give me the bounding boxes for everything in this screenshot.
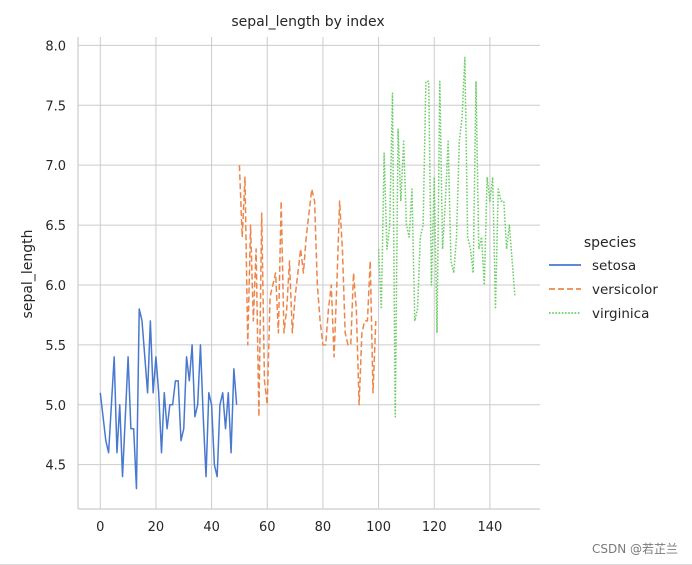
chart-title: sepal_length by index [231, 14, 384, 30]
y-tick-label: 8.0 [45, 39, 66, 54]
y-tick-label: 7.0 [45, 159, 66, 174]
x-tick-label: 20 [148, 520, 165, 535]
grid-lines [78, 37, 540, 509]
series-line-versicolor [238, 165, 377, 418]
y-tick-label: 7.5 [45, 99, 66, 114]
x-tick-label: 0 [96, 520, 104, 535]
watermark: CSDN @若芷兰 [591, 542, 678, 556]
legend-label-virginica: virginica [592, 306, 649, 322]
series-lines [99, 56, 516, 490]
x-tick-label: 120 [422, 520, 447, 535]
legend-label-setosa: setosa [592, 258, 636, 274]
y-tick-label: 5.5 [45, 339, 66, 354]
x-tick-label: 60 [259, 520, 276, 535]
y-tick-label: 5.0 [45, 399, 66, 414]
y-tick-label: 4.5 [45, 459, 66, 474]
axis-spines [77, 37, 540, 510]
x-tick-label: 40 [203, 520, 220, 535]
legend-label-versicolor: versicolor [592, 282, 658, 298]
y-tick-labels: 4.5 5.0 5.5 6.0 6.5 7.0 7.5 8.0 [45, 39, 66, 473]
y-tick-label: 6.0 [45, 279, 66, 294]
x-tick-labels: 0 20 40 60 80 100 120 140 [96, 520, 502, 535]
series-line-virginica [377, 56, 516, 418]
x-tick-label: 140 [477, 520, 502, 535]
x-tick-label: 100 [366, 520, 391, 535]
legend: species setosa versicolor virginica [549, 235, 658, 322]
y-axis-label: sepal_length [20, 230, 36, 319]
x-tick-label: 80 [315, 520, 332, 535]
y-tick-label: 6.5 [45, 219, 66, 234]
legend-title: species [584, 235, 636, 251]
series-line-setosa [99, 308, 238, 490]
